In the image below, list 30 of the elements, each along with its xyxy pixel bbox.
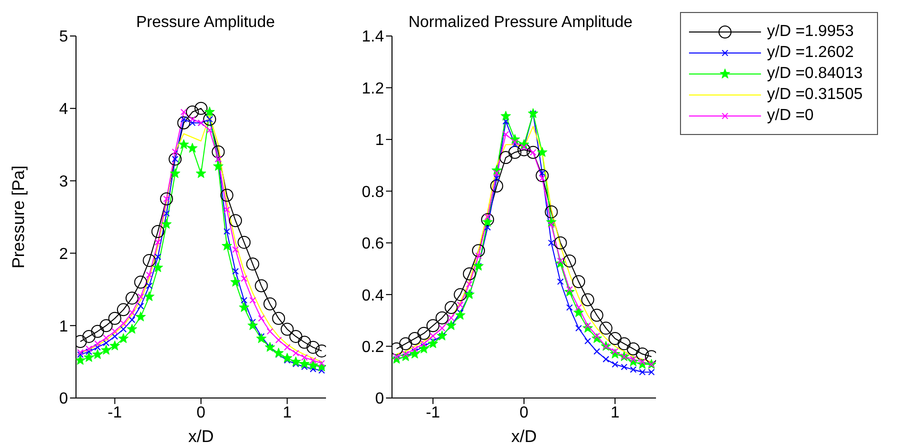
y-tick-label: 5 [59,28,68,46]
y-tick-label: 0.4 [362,287,384,304]
legend-label: y/D =1.9953 [767,22,854,40]
y-tick-label: 1.4 [362,28,384,46]
x-tick-label: 1 [282,404,292,422]
y-tick-label: 2 [59,246,68,263]
chart-title: Normalized Pressure Amplitude [407,14,634,32]
x-axis-title: x/D [188,427,214,446]
x-axis-title: x/D [511,427,537,446]
y-tick-label: 0.8 [362,184,384,201]
x-tick-label: 0 [520,404,529,422]
y-tick-label: 1.2 [362,80,384,98]
x-tick-label: -1 [108,404,122,422]
y-axis-title: Pressure [Pa] [9,166,28,268]
legend-label: y/D =0.31505 [767,86,863,104]
y-tick-label: 0.6 [362,236,384,253]
legend-label: y/D =0 [767,106,814,124]
y-tick-label: 0.2 [362,338,384,356]
chart-title: Pressure Amplitude [135,14,276,32]
x-tick-label: 0 [196,404,206,422]
y-tick-label: 3 [59,173,68,190]
y-tick-label: 0 [375,390,384,408]
legend-label: y/D =0.84013 [767,64,863,82]
y-tick-label: 1 [59,318,68,336]
y-tick-label: 1 [375,132,384,150]
y-tick-label: 4 [59,101,68,118]
x-tick-label: 1 [610,404,620,422]
legend-label: y/D =1.2602 [767,44,854,62]
x-tick-label: -1 [426,404,440,422]
y-tick-label: 0 [59,390,68,408]
